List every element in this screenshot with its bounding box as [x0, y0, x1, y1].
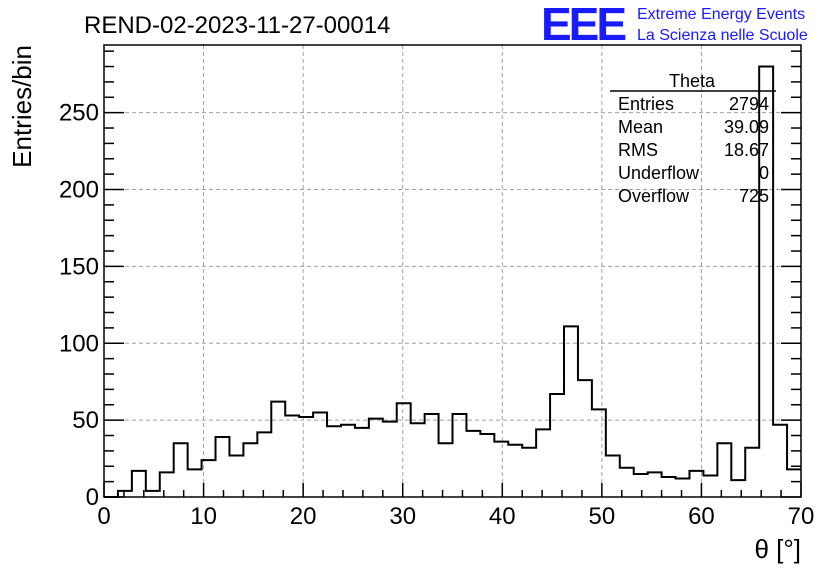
histogram-bin	[634, 474, 648, 497]
histogram-bin	[592, 409, 606, 497]
histogram-bin	[271, 402, 285, 497]
stats-rows: Entries 2794 Mean 39.09 RMS 18.67 Underflow 0 Ov…	[618, 94, 769, 206]
x-tick-label: 30	[389, 503, 416, 530]
histogram-bin	[327, 426, 341, 497]
histogram-bin	[188, 469, 202, 497]
histogram-bin	[216, 437, 230, 497]
histogram-bin	[717, 443, 731, 497]
histogram-bin	[299, 417, 313, 497]
histogram-bin	[676, 479, 690, 497]
x-tick-label: 50	[589, 503, 616, 530]
histogram-bin	[508, 445, 522, 497]
y-tick-label: 250	[59, 100, 99, 127]
logo-line-1: Extreme Energy Events	[637, 6, 805, 23]
histogram-bin	[787, 469, 801, 497]
histogram-bin	[578, 380, 592, 497]
histogram-bin	[703, 475, 717, 497]
histogram-bin	[425, 414, 439, 497]
histogram-bin	[355, 428, 369, 497]
stats-box-name: Theta	[669, 71, 716, 91]
eee-logo: EEE Extreme Energy Events La Scienza nel…	[541, 0, 808, 50]
histogram-bin	[439, 443, 453, 497]
stats-value: 18.67	[724, 140, 769, 160]
y-tick-label: 50	[72, 407, 99, 434]
histogram-bin	[648, 472, 662, 497]
x-tick-label: 10	[190, 503, 217, 530]
histogram-bin	[411, 423, 425, 497]
histogram-bin	[243, 443, 257, 497]
stats-box: Theta Entries 2794 Mean 39.09 RMS 18.67 Underf…	[610, 71, 776, 206]
histogram-bin	[369, 419, 383, 497]
histogram-bin	[536, 429, 550, 497]
y-tick-label: 100	[59, 330, 99, 357]
y-axis-title: Entries/bin	[7, 45, 37, 168]
histogram-bin	[662, 477, 676, 497]
x-tick-label: 60	[688, 503, 715, 530]
histogram-bin	[313, 412, 327, 497]
x-tick-label: 0	[97, 503, 110, 530]
histogram-bars	[104, 65, 801, 498]
histogram-bin	[383, 422, 397, 497]
x-tick-label: 70	[788, 503, 815, 530]
histogram-bin	[466, 431, 480, 497]
grid	[104, 45, 801, 497]
x-axis-title: θ [°]	[754, 534, 801, 564]
histogram-bin	[257, 432, 271, 497]
y-tick-label: 0	[86, 484, 99, 511]
histogram-bin	[745, 448, 759, 497]
stats-label: RMS	[618, 140, 658, 160]
histogram-bin	[229, 455, 243, 497]
y-tick-label: 200	[59, 177, 99, 204]
histogram-bin	[341, 425, 355, 497]
histogram-bin	[480, 434, 494, 497]
histogram-bin	[773, 425, 787, 497]
histogram-bin	[606, 455, 620, 497]
stats-value: 2794	[729, 94, 769, 114]
logo-line-2: La Scienza nelle Scuole	[637, 27, 808, 44]
histogram-bin	[494, 442, 508, 497]
logo-mark: EEE	[541, 0, 625, 50]
tick-labels: 0 10 20 30 40 50 60 70 0 50 100 150 200 250	[59, 100, 814, 530]
plot-frame	[103, 44, 802, 498]
histogram-bin	[174, 443, 188, 497]
histogram-bin	[550, 394, 564, 497]
histogram-bin	[397, 403, 411, 497]
histogram-bin	[285, 416, 299, 497]
stats-label: Mean	[618, 117, 663, 137]
chart-title: REND-02-2023-11-27-00014	[84, 12, 390, 39]
stats-value: 0	[759, 163, 769, 183]
stats-value: 725	[739, 186, 769, 206]
histogram-bin	[453, 414, 467, 497]
stats-value: 39.09	[724, 117, 769, 137]
x-tick-label: 40	[489, 503, 516, 530]
histogram-outline	[104, 65, 801, 498]
histogram-bin	[731, 480, 745, 497]
histogram-bin	[564, 326, 578, 497]
stats-label: Underflow	[618, 163, 700, 183]
y-tick-label: 150	[59, 253, 99, 280]
stats-label: Overflow	[618, 186, 690, 206]
histogram-bin	[522, 448, 536, 497]
x-tick-label: 20	[290, 503, 317, 530]
histogram-bin	[160, 472, 174, 497]
stats-label: Entries	[618, 94, 674, 114]
